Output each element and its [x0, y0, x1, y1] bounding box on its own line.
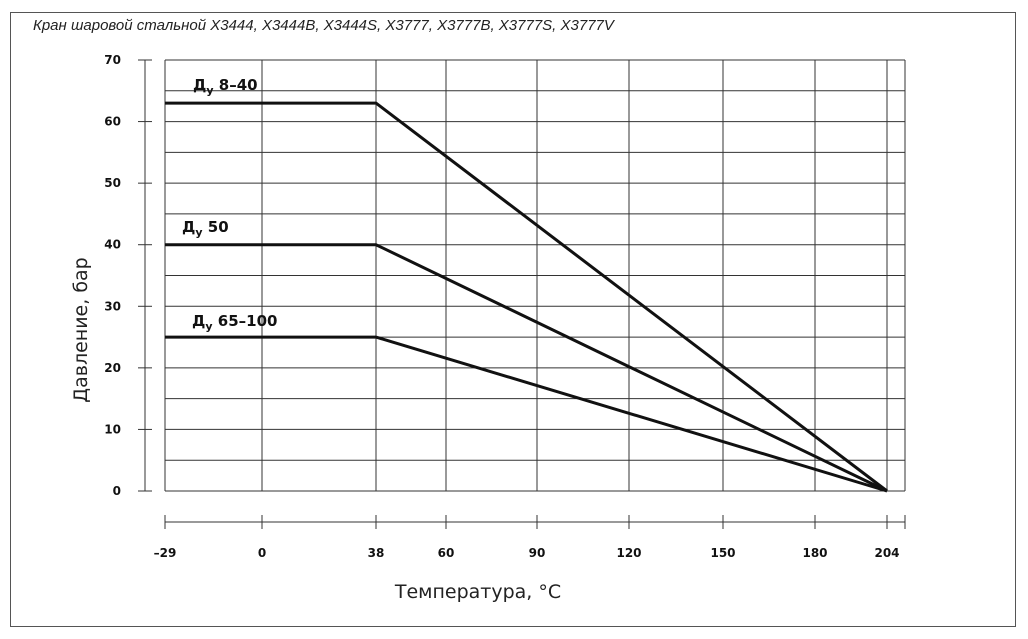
x-tick-label: 120: [616, 546, 641, 560]
series-label-2: Ду 50: [182, 218, 229, 239]
y-tick-label: 20: [104, 361, 121, 375]
x-tick-label: –29: [154, 546, 177, 560]
y-tick-label: 70: [104, 53, 121, 67]
series-line-2: [165, 243, 888, 493]
series-line-3: [165, 335, 888, 493]
series-label-3: Ду 65–100: [192, 312, 277, 333]
x-tick-label: 60: [438, 546, 455, 560]
y-axis-title: Давление, бар: [70, 257, 92, 402]
x-tick-label: 150: [710, 546, 735, 560]
y-tick-label: 10: [104, 422, 121, 436]
y-tick-label: 30: [104, 299, 121, 313]
x-tick-label: 38: [368, 546, 385, 560]
grid: [164, 59, 906, 492]
chart-frame: [10, 12, 1016, 627]
labels: Ду 8–40 Ду 50 Ду 65–100: [182, 76, 277, 333]
y-tick-label: 50: [104, 176, 121, 190]
x-axis-title: Температура, °С: [394, 581, 561, 603]
x-tick-label: 0: [258, 546, 266, 560]
y-tick-label: 40: [104, 238, 121, 252]
axes: 0 10 20 30 40 50 60 70 –29 0 38 60 90 120 150 180 204: [104, 53, 906, 560]
x-tick-label: 180: [802, 546, 827, 560]
x-tick-label: 204: [874, 546, 899, 560]
x-tick-label: 90: [529, 546, 546, 560]
series-label-1: Ду 8–40: [193, 76, 258, 97]
y-tick-label: 60: [104, 115, 121, 129]
y-tick-label: 0: [113, 484, 121, 498]
chart-title: Кран шаровой стальной X3444, X3444B, X34…: [33, 17, 614, 34]
series-lines: [165, 101, 888, 493]
series-line-1: [165, 101, 888, 493]
